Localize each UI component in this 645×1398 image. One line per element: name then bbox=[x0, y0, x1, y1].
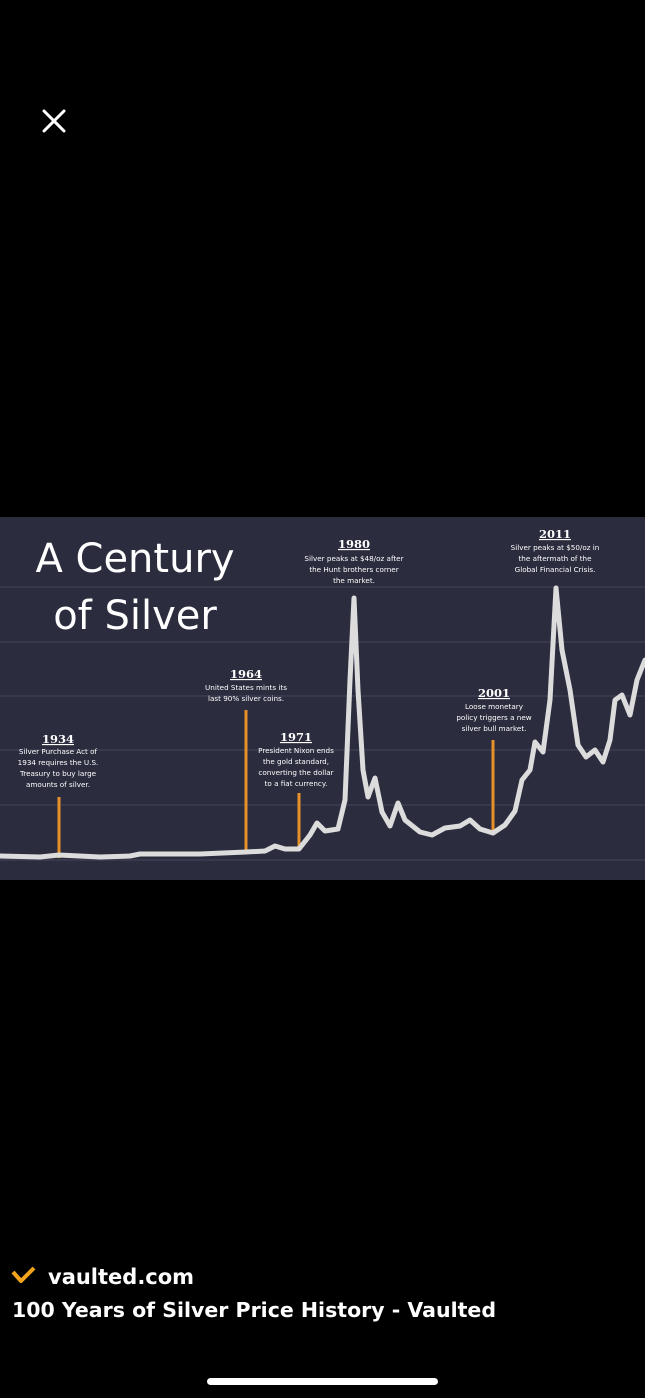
annotation-year: 2011 bbox=[539, 527, 571, 541]
price-line bbox=[0, 585, 645, 860]
annotation-text: Loose monetary bbox=[465, 702, 524, 711]
image-background bbox=[0, 517, 645, 880]
home-indicator bbox=[207, 1378, 438, 1385]
annotation-text: silver bull market. bbox=[462, 724, 527, 733]
annotation-text: converting the dollar bbox=[258, 768, 333, 777]
annotation-text: Silver Purchase Act of bbox=[19, 747, 98, 756]
annotation-text: amounts of silver. bbox=[26, 780, 90, 789]
title-line: A Century bbox=[35, 536, 234, 582]
annotation-text: the gold standard, bbox=[263, 757, 329, 766]
site-icon bbox=[11, 1266, 36, 1283]
annotation-text: Global Financial Crisis. bbox=[515, 565, 596, 574]
annotation-text: the aftermath of the bbox=[518, 554, 592, 563]
event-markers bbox=[57, 710, 495, 858]
annotation-year: 2001 bbox=[478, 686, 510, 700]
annotation-year: 1980 bbox=[338, 537, 370, 551]
annotation-text: to a fiat currency. bbox=[265, 779, 328, 788]
annotation-text: 1934 requires the U.S. bbox=[18, 758, 99, 767]
source-site[interactable]: vaulted.com bbox=[48, 1265, 194, 1289]
grid bbox=[0, 586, 645, 861]
title-line: of Silver bbox=[53, 593, 217, 639]
annotation-text: Treasury to buy large bbox=[19, 769, 97, 778]
annotation-year: 1934 bbox=[42, 732, 74, 746]
annotation-text: the Hunt brothers corner bbox=[309, 565, 398, 574]
annotation-year: 1964 bbox=[230, 667, 262, 681]
close-button[interactable] bbox=[42, 109, 66, 133]
annotation-text: policy triggers a new bbox=[456, 713, 531, 722]
caption[interactable]: 100 Years of Silver Price History - Vaul… bbox=[12, 1298, 496, 1322]
annotation-text: United States mints its bbox=[205, 683, 287, 692]
annotation-text: last 90% silver coins. bbox=[208, 694, 284, 703]
annotation-text: President Nixon ends bbox=[258, 746, 334, 755]
annotation-year: 1971 bbox=[280, 730, 312, 744]
annotation-text: the market. bbox=[333, 576, 375, 585]
annotation-text: Silver peaks at $50/oz in bbox=[511, 543, 600, 552]
annotation-text: Silver peaks at $48/oz after bbox=[304, 554, 403, 563]
